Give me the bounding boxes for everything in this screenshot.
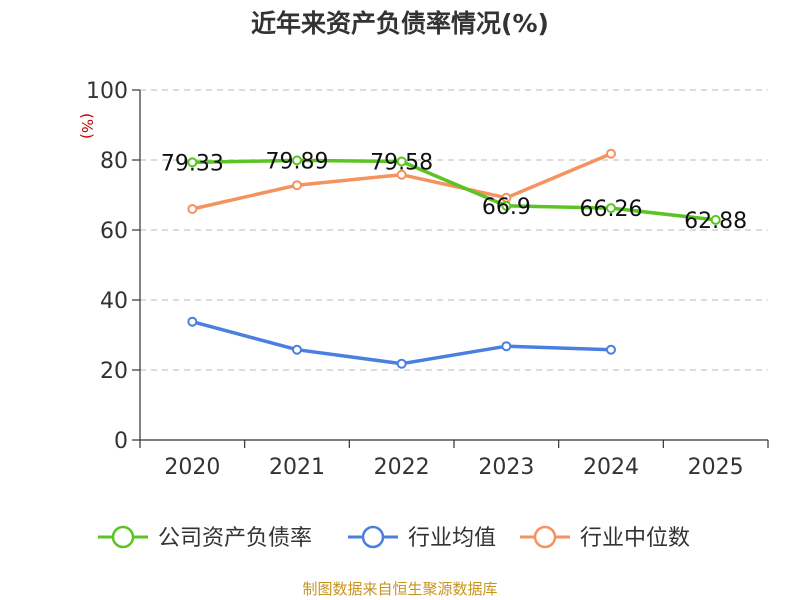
data-point — [710, 214, 721, 225]
data-point — [606, 344, 616, 355]
data-label: 79.89 — [266, 149, 329, 174]
legend-label: 行业中位数 — [580, 526, 690, 551]
series — [187, 148, 721, 369]
data-point — [606, 148, 616, 159]
data-point — [396, 156, 407, 167]
y-tick-label: 20 — [100, 359, 128, 384]
y-tick-label: 0 — [114, 429, 128, 454]
legend-label: 公司资产负债率 — [158, 526, 312, 551]
legend-symbol-marker — [361, 525, 385, 549]
source-note: 制图数据来自恒生聚源数据库 — [302, 580, 498, 598]
data-point — [501, 200, 512, 211]
data-point — [187, 316, 198, 327]
data-point — [292, 180, 302, 191]
legend: 公司资产负债率 行业均值 行业中位数 — [98, 525, 690, 551]
data-point — [396, 358, 407, 369]
data-point — [292, 344, 302, 355]
x-tick-label: 2024 — [583, 455, 639, 480]
series-line — [191, 320, 612, 366]
y-tick-label: 80 — [100, 149, 128, 174]
data-point — [292, 155, 302, 166]
y-tick-label: 40 — [100, 289, 128, 314]
data-label: 66.9 — [482, 195, 531, 220]
data-label: 79.33 — [161, 151, 224, 176]
data-point — [501, 341, 512, 352]
x-tick-label: 2021 — [269, 455, 325, 480]
data-point — [606, 203, 616, 214]
axes: 0 20 40 60 80 100 2020 2021 2022 2023 2024 2025 — [86, 79, 769, 480]
x-tick-label: 2023 — [478, 455, 534, 480]
x-tick-label: 2022 — [374, 455, 430, 480]
data-label: 62.88 — [684, 209, 747, 234]
data-point — [187, 157, 198, 168]
data-point — [187, 204, 198, 214]
data-label: 66.26 — [580, 197, 643, 222]
data-point — [396, 169, 407, 180]
legend-symbol-marker — [533, 525, 557, 549]
chart-title: 近年来资产负债率情况(%) — [251, 9, 549, 38]
x-tick-label: 2020 — [164, 455, 220, 480]
y-tick-label: 100 — [86, 79, 128, 104]
legend-symbol-marker — [111, 525, 135, 549]
x-tick-label: 2025 — [688, 455, 744, 480]
legend-label: 行业均值 — [408, 526, 496, 551]
data-labels: 79.33 79.89 79.58 66.9 66.26 62.88 — [161, 149, 747, 234]
grid-lines — [140, 89, 768, 371]
y-tick-label: 60 — [100, 219, 128, 244]
y-axis-label: (%) — [78, 113, 96, 139]
series-line — [192, 158, 716, 222]
data-label: 79.58 — [370, 150, 433, 175]
